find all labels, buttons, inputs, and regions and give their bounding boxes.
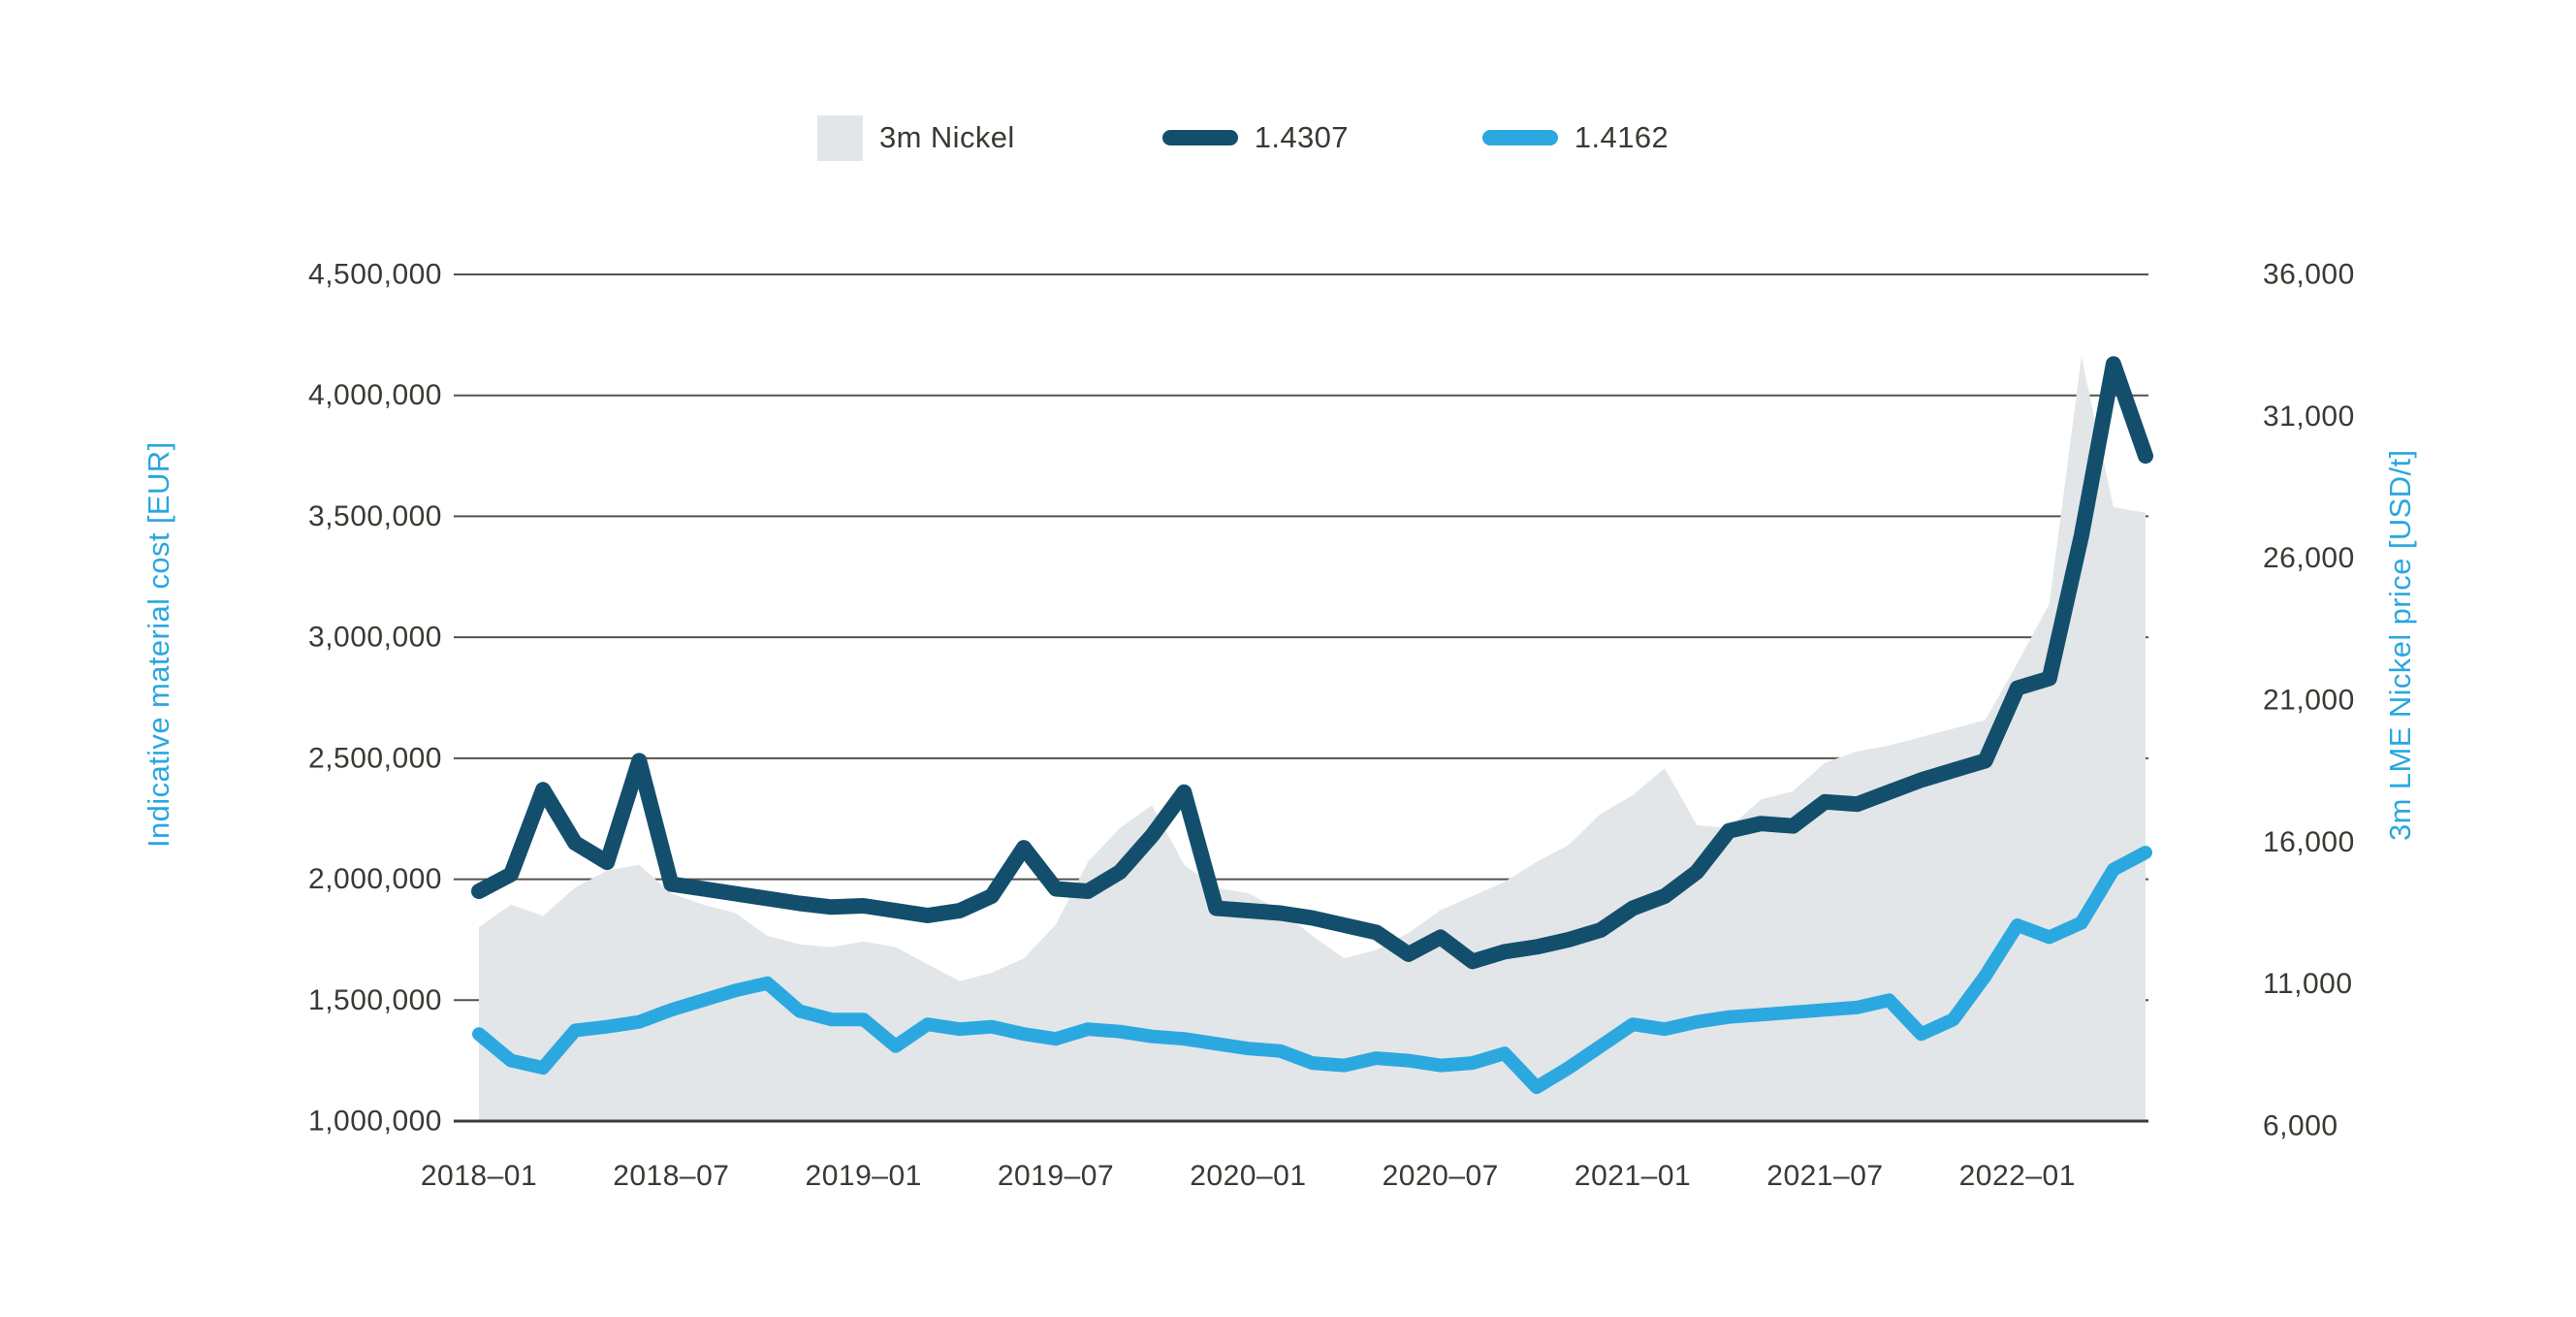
area-swatch-icon xyxy=(817,114,863,161)
left-tick-label: 4,500,000 xyxy=(308,259,442,291)
legend-item-3m-nickel: 3m Nickel xyxy=(817,114,1015,161)
dark-line-swatch-icon xyxy=(1161,130,1238,145)
left-axis-title: Indicative material cost [EUR] xyxy=(142,441,175,849)
left-axis-tick-labels: 4,500,000 4,000,000 3,500,000 3,000,000 2,50… xyxy=(308,259,442,1138)
right-tick-label: 26,000 xyxy=(2263,542,2355,574)
left-tick-label: 1,500,000 xyxy=(308,984,442,1016)
right-axis-title: 3m LME Nickel price [USD/t] xyxy=(2383,449,2417,841)
left-tick-label: 4,000,000 xyxy=(308,379,442,411)
x-tick-label: 2018–01 xyxy=(421,1160,537,1192)
right-tick-label: 6,000 xyxy=(2263,1110,2338,1142)
x-tick-label: 2021–07 xyxy=(1766,1160,1883,1192)
light-line-swatch-icon xyxy=(1481,130,1558,145)
x-tick-label: 2019–07 xyxy=(998,1160,1114,1192)
left-tick-label: 3,000,000 xyxy=(308,622,442,654)
legend: 3m Nickel 1.4307 1.4162 xyxy=(817,112,1669,163)
x-tick-label: 2021–01 xyxy=(1574,1160,1691,1192)
x-tick-label: 2022–01 xyxy=(1959,1160,2076,1192)
x-axis-tick-labels: 2018–01 2018–07 2019–01 2019–07 2020–01 2020–… xyxy=(421,1160,2076,1192)
right-axis-tick-labels: 36,000 31,000 26,000 21,000 16,000 11,000 6,00… xyxy=(2263,259,2355,1142)
left-tick-label: 2,000,000 xyxy=(308,863,442,895)
left-tick-label: 3,500,000 xyxy=(308,500,442,532)
line-series-1-4162 xyxy=(472,846,2152,1095)
x-tick-label: 2020–07 xyxy=(1383,1160,1499,1192)
legend-label-3m-nickel: 3m Nickel xyxy=(879,120,1015,154)
x-tick-label: 2020–01 xyxy=(1190,1160,1306,1192)
right-tick-label: 31,000 xyxy=(2263,401,2355,433)
left-tick-label: 1,000,000 xyxy=(308,1106,442,1138)
area-series-3m-nickel xyxy=(479,356,2146,1121)
x-tick-label: 2019–01 xyxy=(806,1160,922,1192)
legend-label-1-4162: 1.4162 xyxy=(1574,120,1670,154)
left-tick-label: 2,500,000 xyxy=(308,742,442,774)
legend-item-1-4162: 1.4162 xyxy=(1481,120,1670,155)
line-series-1-4307 xyxy=(471,356,2153,970)
x-tick-label: 2018–07 xyxy=(613,1160,729,1192)
right-tick-label: 16,000 xyxy=(2263,826,2355,858)
legend-item-1-4307: 1.4307 xyxy=(1161,120,1349,155)
right-tick-label: 36,000 xyxy=(2263,259,2355,291)
right-tick-label: 21,000 xyxy=(2263,685,2355,717)
legend-label-1-4307: 1.4307 xyxy=(1254,120,1349,154)
right-tick-label: 11,000 xyxy=(2263,968,2353,1000)
